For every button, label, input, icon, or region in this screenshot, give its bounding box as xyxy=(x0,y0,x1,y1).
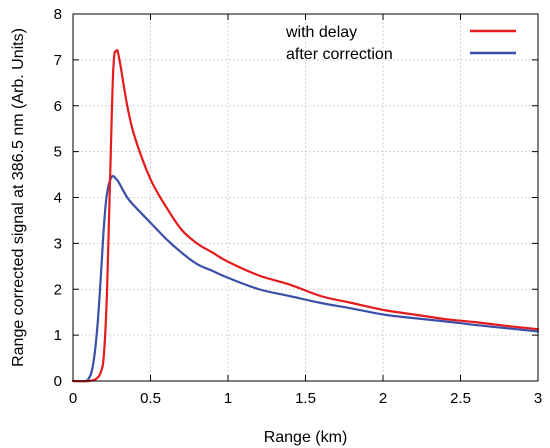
y-tick-labels: 0 1 2 3 4 5 6 7 8 xyxy=(54,6,62,390)
y-tick-label: 8 xyxy=(54,6,62,23)
grid-lines xyxy=(73,14,538,381)
x-tick-label: 1 xyxy=(224,390,232,407)
y-axis-title: Range corrected signal at 386.5 nm (Arb.… xyxy=(10,28,27,367)
y-tick-label: 1 xyxy=(54,327,62,344)
x-axis-title: Range (km) xyxy=(264,429,348,446)
x-tick-label: 2.5 xyxy=(450,390,471,407)
y-tick-label: 2 xyxy=(54,281,62,298)
x-tick-label: 0.5 xyxy=(140,390,161,407)
y-tick-label: 0 xyxy=(54,373,62,390)
legend-label-after-correction: after correction xyxy=(286,46,393,63)
y-tick-label: 4 xyxy=(54,190,62,207)
series-line-with-delay xyxy=(71,48,540,383)
legend: with delay after correction xyxy=(285,24,516,63)
plot-frame xyxy=(72,13,539,382)
x-tick-labels: 0 0.5 1 1.5 2 2.5 3 xyxy=(69,390,542,407)
series-layer xyxy=(71,48,540,383)
x-tick-label: 2 xyxy=(379,390,387,407)
y-tick-label: 6 xyxy=(54,98,62,115)
legend-label-with-delay: with delay xyxy=(285,24,357,41)
y-tick-label: 7 xyxy=(54,52,62,69)
y-tick-label: 5 xyxy=(54,144,62,161)
x-tick-label: 0 xyxy=(69,390,77,407)
x-tick-label: 3 xyxy=(534,390,542,407)
x-tick-label: 1.5 xyxy=(295,390,316,407)
series-line-after-correction xyxy=(71,174,540,383)
y-tick-label: 3 xyxy=(54,235,62,252)
